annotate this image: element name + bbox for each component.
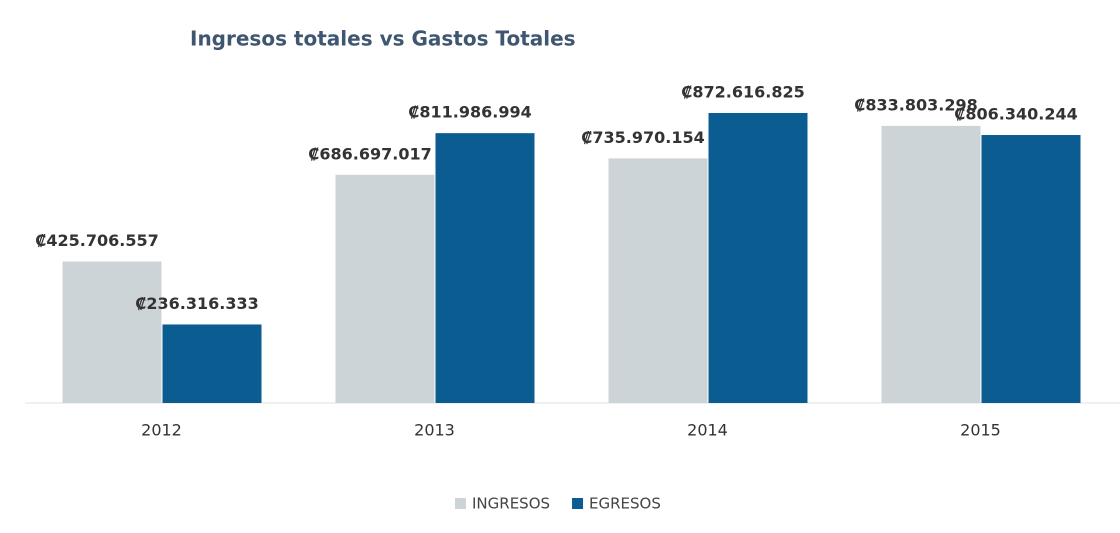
legend-swatch — [455, 498, 466, 509]
data-label: ₡833.803.298 — [854, 95, 977, 114]
x-tick-label: 2013 — [414, 421, 455, 440]
bar — [62, 261, 162, 403]
chart-title: Ingresos totales vs Gastos Totales — [190, 27, 576, 51]
data-label: ₡236.316.333 — [135, 294, 258, 313]
data-label: ₡806.340.244 — [954, 105, 1077, 124]
data-label: ₡686.697.017 — [308, 144, 431, 163]
x-tick-label: 2014 — [687, 421, 728, 440]
bar — [708, 113, 808, 403]
data-label: ₡811.986.994 — [408, 103, 531, 122]
bar — [608, 158, 708, 403]
legend-label: INGRESOS — [472, 495, 550, 513]
data-label: ₡872.616.825 — [681, 83, 804, 102]
x-tick-label: 2012 — [141, 421, 182, 440]
legend-label: EGRESOS — [589, 495, 661, 513]
data-label: ₡425.706.557 — [35, 231, 158, 250]
bar — [981, 135, 1081, 403]
bar — [162, 324, 262, 403]
bar — [881, 125, 981, 403]
bar — [435, 133, 535, 403]
bar — [335, 174, 435, 403]
legend-swatch — [572, 498, 584, 509]
x-tick-label: 2015 — [960, 421, 1001, 440]
data-label: ₡735.970.154 — [581, 128, 704, 147]
